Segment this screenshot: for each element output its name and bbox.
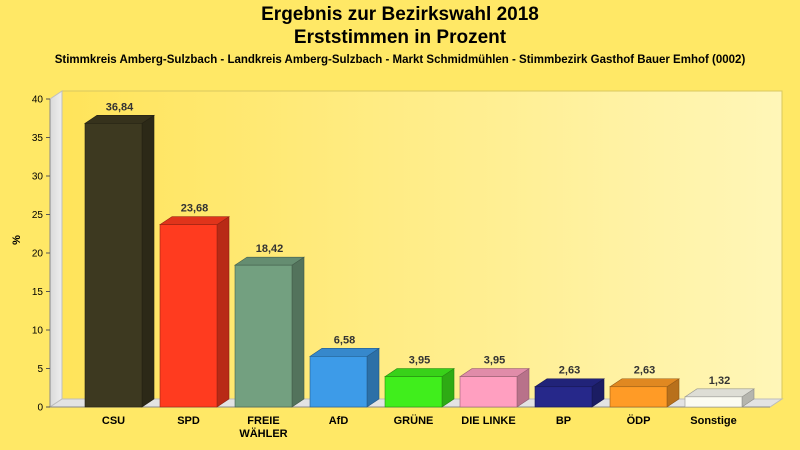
bar-front <box>159 224 218 408</box>
bar-side <box>141 114 155 408</box>
bar-front <box>609 386 668 408</box>
category-label-line: GRÜNE <box>394 414 434 427</box>
bar-top <box>234 256 305 266</box>
bar-value-label: 3,95 <box>484 355 505 367</box>
y-tick-label: 5 <box>37 364 43 375</box>
chart-caption: Stimmkreis Amberg-Sulzbach - Landkreis A… <box>54 54 746 66</box>
category-label-line: AfD <box>329 415 349 427</box>
category-label-line: SPD <box>177 415 200 427</box>
bar-value-label: 36,84 <box>106 101 134 113</box>
bar: 2,63 <box>534 365 605 408</box>
bar-top <box>384 368 455 377</box>
bar-top <box>159 216 230 225</box>
y-tick-label: 10 <box>32 326 44 337</box>
bar-value-label: 3,95 <box>409 355 430 367</box>
category-label: ÖDP <box>627 414 651 427</box>
bar-front <box>459 376 518 408</box>
category-label-line: BP <box>556 415 571 427</box>
chart-subtitle: Erststimmen in Prozent <box>293 27 507 48</box>
bars: 36,84 23,68 18,42 6,58 3,95 3,95 2,63 2,63 1,32 <box>84 101 755 408</box>
y-axis-label: % <box>11 235 23 245</box>
bar: 36,84 <box>84 101 155 408</box>
bar-front <box>309 356 368 408</box>
bar-side <box>366 347 380 408</box>
bar-value-label: 2,63 <box>559 365 580 377</box>
bar-top <box>609 378 680 388</box>
chart-title: Ergebnis zur Bezirkswahl 2018 <box>261 4 539 25</box>
category-label-line: ÖDP <box>627 414 651 427</box>
category-label-line: WÄHLER <box>239 427 287 440</box>
y-tick-label: 35 <box>32 133 44 144</box>
category-label-line: DIE LINKE <box>461 415 515 427</box>
category-label: CSU <box>102 415 125 427</box>
category-label: GRÜNE <box>394 414 434 427</box>
y-tick-label: 40 <box>32 95 44 106</box>
bar-front <box>534 386 593 408</box>
y-tick-label: 0 <box>37 403 43 414</box>
y-tick-label: 30 <box>32 172 44 183</box>
bar: 2,63 <box>609 365 680 408</box>
bar-side <box>216 216 230 408</box>
category-label: AfD <box>329 415 349 427</box>
bar-top <box>534 378 605 388</box>
bar: 3,95 <box>459 355 530 408</box>
bar: 18,42 <box>234 243 305 408</box>
bar: 23,68 <box>159 203 230 408</box>
category-label-line: Sonstige <box>690 415 736 427</box>
category-label-line: FREIE <box>247 415 279 427</box>
category-label: Sonstige <box>690 415 736 427</box>
category-label: DIE LINKE <box>461 415 515 427</box>
bar-side <box>291 256 305 408</box>
bar-value-label: 6,58 <box>334 334 355 346</box>
bar-top <box>84 115 155 124</box>
bar-front <box>234 264 293 408</box>
y-tick-label: 25 <box>32 210 44 221</box>
bar-value-label: 18,42 <box>256 243 284 255</box>
category-label-line: CSU <box>102 415 125 427</box>
bar: 1,32 <box>684 375 755 408</box>
bar-front <box>84 123 143 408</box>
bar-top <box>309 348 380 357</box>
bar-front <box>684 396 743 408</box>
y-tick-label: 15 <box>32 287 44 298</box>
y-tick-label: 20 <box>32 249 44 260</box>
bar-top <box>459 368 530 377</box>
bar: 3,95 <box>384 355 455 408</box>
category-label: SPD <box>177 415 200 427</box>
category-label: FREIE WÄHLER <box>239 415 287 440</box>
bar-value-label: 1,32 <box>709 375 730 387</box>
bar-value-label: 2,63 <box>634 365 655 377</box>
side-wall <box>49 90 63 408</box>
category-label: BP <box>556 415 571 427</box>
bar-front <box>384 376 443 408</box>
bar-value-label: 23,68 <box>181 203 209 215</box>
bar: 6,58 <box>309 334 380 408</box>
x-axis-labels: CSU SPD FREIE WÄHLER AfD GRÜNE DIE LINKE BP ÖDP S… <box>102 414 737 440</box>
bar-top <box>684 388 755 398</box>
